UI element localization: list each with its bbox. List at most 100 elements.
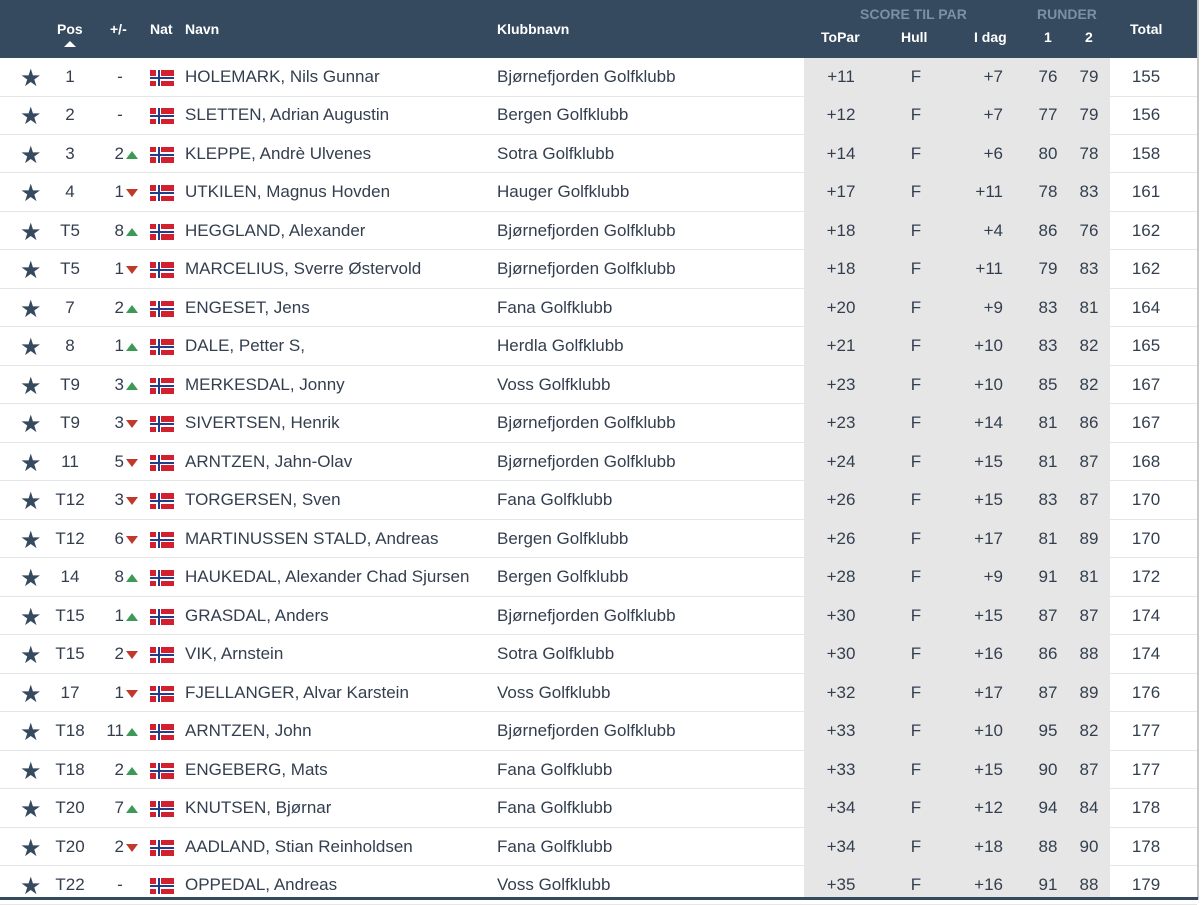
club-name: Sotra Golfklubb bbox=[497, 644, 615, 664]
position-change: 1 bbox=[114, 182, 124, 202]
favorite-star-icon[interactable]: ★ bbox=[20, 680, 42, 708]
position: T5 bbox=[60, 220, 80, 240]
table-row[interactable]: ★ T5 8 HEGGLAND, Alexander Bjørnefjorden Gol… bbox=[0, 212, 1197, 251]
table-row[interactable]: ★ T12 3 TORGERSEN, Sven Fana Golfklubb +26 F +1… bbox=[0, 481, 1197, 520]
arrow-down-icon bbox=[126, 458, 138, 467]
player-name[interactable]: KNUTSEN, Bjørnar bbox=[185, 798, 332, 818]
favorite-star-icon[interactable]: ★ bbox=[20, 218, 42, 246]
player-name[interactable]: UTKILEN, Magnus Hovden bbox=[185, 182, 391, 202]
player-name[interactable]: ENGESET, Jens bbox=[185, 297, 310, 317]
player-name[interactable]: ARNTZEN, Jahn-Olav bbox=[185, 451, 353, 471]
player-name[interactable]: SLETTEN, Adrian Augustin bbox=[185, 105, 390, 125]
table-row[interactable]: ★ 3 2 KLEPPE, Andrè Ulvenes Sotra Golfklubb +… bbox=[0, 135, 1197, 174]
favorite-star-icon[interactable]: ★ bbox=[20, 565, 42, 593]
position-change: 2 bbox=[114, 836, 124, 856]
favorite-star-icon[interactable]: ★ bbox=[20, 449, 42, 477]
norway-flag-icon bbox=[150, 493, 174, 510]
player-name[interactable]: KLEPPE, Andrè Ulvenes bbox=[185, 143, 372, 163]
total: 158 bbox=[1131, 143, 1161, 163]
position-change: 2 bbox=[114, 297, 124, 317]
favorite-star-icon[interactable]: ★ bbox=[20, 295, 42, 323]
table-row[interactable]: ★ T15 1 GRASDAL, Anders Bjørnefjorden Golfkl… bbox=[0, 597, 1197, 636]
favorite-star-icon[interactable]: ★ bbox=[20, 411, 42, 439]
table-row[interactable]: ★ T5 1 MARCELIUS, Sverre Østervold Bjørnefjo… bbox=[0, 250, 1197, 289]
today-score: +9 bbox=[983, 567, 1003, 587]
position: T9 bbox=[60, 413, 80, 433]
player-name[interactable]: VIK, Arnstein bbox=[185, 644, 284, 664]
player-name[interactable]: GRASDAL, Anders bbox=[185, 605, 329, 625]
player-name[interactable]: FJELLANGER, Alvar Karstein bbox=[185, 682, 409, 702]
header-diff[interactable]: +/- bbox=[110, 21, 127, 37]
round-2: 90 bbox=[1079, 836, 1099, 856]
position: T12 bbox=[55, 490, 85, 510]
header-round-2[interactable]: 2 bbox=[1085, 29, 1093, 45]
favorite-star-icon[interactable]: ★ bbox=[20, 719, 42, 747]
header-nat[interactable]: Nat bbox=[150, 21, 173, 37]
header-round-1[interactable]: 1 bbox=[1044, 29, 1052, 45]
table-row[interactable]: ★ T18 11 ARNTZEN, John Bjørnefjorden Golfklu… bbox=[0, 712, 1197, 751]
favorite-star-icon[interactable]: ★ bbox=[20, 603, 42, 631]
position: T22 bbox=[55, 875, 85, 895]
norway-flag-icon bbox=[150, 300, 174, 317]
table-row[interactable]: ★ T12 6 MARTINUSSEN STALD, Andreas Bergen Go… bbox=[0, 520, 1197, 559]
player-name[interactable]: MERKESDAL, Jonny bbox=[185, 374, 345, 394]
arrow-down-icon bbox=[126, 189, 138, 198]
favorite-star-icon[interactable]: ★ bbox=[20, 65, 42, 92]
player-name[interactable]: DALE, Petter S, bbox=[185, 336, 305, 356]
header-topar[interactable]: ToPar bbox=[821, 29, 860, 45]
header-name[interactable]: Navn bbox=[185, 21, 220, 37]
favorite-star-icon[interactable]: ★ bbox=[20, 526, 42, 554]
table-row[interactable]: ★ T20 7 KNUTSEN, Bjørnar Fana Golfklubb +34 F +… bbox=[0, 789, 1197, 828]
player-name[interactable]: TORGERSEN, Sven bbox=[185, 490, 341, 510]
norway-flag-icon bbox=[150, 724, 174, 741]
header-pos[interactable]: Pos bbox=[57, 21, 83, 37]
favorite-star-icon[interactable]: ★ bbox=[20, 488, 42, 516]
arrow-down-icon bbox=[126, 420, 138, 429]
norway-flag-icon bbox=[150, 70, 174, 86]
favorite-star-icon[interactable]: ★ bbox=[20, 642, 42, 670]
player-name[interactable]: AADLAND, Stian Reinholdsen bbox=[185, 836, 413, 856]
header-club[interactable]: Klubbnavn bbox=[497, 21, 570, 37]
table-row[interactable]: ★ 4 1 UTKILEN, Magnus Hovden Hauger Golfklub… bbox=[0, 173, 1197, 212]
favorite-star-icon[interactable]: ★ bbox=[20, 372, 42, 400]
table-row[interactable]: ★ 17 1 FJELLANGER, Alvar Karstein Voss Golfk… bbox=[0, 674, 1197, 713]
arrow-up-icon bbox=[126, 343, 138, 352]
favorite-star-icon[interactable]: ★ bbox=[20, 334, 42, 362]
table-row[interactable]: ★ T20 2 AADLAND, Stian Reinholdsen Fana Golf… bbox=[0, 828, 1197, 867]
total: 178 bbox=[1131, 798, 1161, 818]
player-name[interactable]: MARCELIUS, Sverre Østervold bbox=[185, 259, 422, 279]
player-name[interactable]: ARNTZEN, John bbox=[185, 721, 312, 741]
player-name[interactable]: SIVERTSEN, Henrik bbox=[185, 413, 340, 433]
total: 170 bbox=[1131, 528, 1161, 548]
favorite-star-icon[interactable]: ★ bbox=[20, 873, 42, 901]
table-row[interactable]: ★ 14 8 HAUKEDAL, Alexander Chad Sjursen Berg… bbox=[0, 558, 1197, 597]
player-name[interactable]: OPPEDAL, Andreas bbox=[185, 875, 338, 895]
round-1: 77 bbox=[1038, 105, 1058, 125]
favorite-star-icon[interactable]: ★ bbox=[20, 796, 42, 824]
favorite-star-icon[interactable]: ★ bbox=[20, 757, 42, 785]
table-row[interactable]: ★ 8 1 DALE, Petter S, Herdla Golfklubb +21 F +1… bbox=[0, 327, 1197, 366]
player-name[interactable]: HAUKEDAL, Alexander Chad Sjursen bbox=[185, 567, 470, 587]
player-name[interactable]: HEGGLAND, Alexander bbox=[185, 220, 366, 240]
position: T12 bbox=[55, 528, 85, 548]
favorite-star-icon[interactable]: ★ bbox=[20, 834, 42, 862]
favorite-star-icon[interactable]: ★ bbox=[20, 257, 42, 285]
table-row[interactable]: ★ 1 - HOLEMARK, Nils Gunnar Bjørnefjorden Go… bbox=[0, 58, 1197, 97]
table-row[interactable]: ★ 7 2 ENGESET, Jens Fana Golfklubb +20 F +9 83 81… bbox=[0, 289, 1197, 328]
round-1: 87 bbox=[1038, 605, 1058, 625]
favorite-star-icon[interactable]: ★ bbox=[20, 103, 42, 131]
table-row[interactable]: ★ T9 3 MERKESDAL, Jonny Voss Golfklubb +23 F +1… bbox=[0, 366, 1197, 405]
header-idag[interactable]: I dag bbox=[974, 29, 1007, 45]
table-row[interactable]: ★ 11 5 ARNTZEN, Jahn-Olav Bjørnefjorden Golf… bbox=[0, 443, 1197, 482]
table-row[interactable]: ★ T9 3 SIVERTSEN, Henrik Bjørnefjorden Golfk… bbox=[0, 404, 1197, 443]
header-hull[interactable]: Hull bbox=[901, 29, 928, 45]
header-total[interactable]: Total bbox=[1130, 21, 1163, 37]
player-name[interactable]: ENGEBERG, Mats bbox=[185, 759, 328, 779]
favorite-star-icon[interactable]: ★ bbox=[20, 180, 42, 208]
table-row[interactable]: ★ T15 2 VIK, Arnstein Sotra Golfklubb +30 F +16… bbox=[0, 635, 1197, 674]
table-row[interactable]: ★ 2 - SLETTEN, Adrian Augustin Bergen Golfkl… bbox=[0, 96, 1197, 135]
player-name[interactable]: MARTINUSSEN STALD, Andreas bbox=[185, 528, 439, 548]
table-row[interactable]: ★ T18 2 ENGEBERG, Mats Fana Golfklubb +33 F +15… bbox=[0, 751, 1197, 790]
favorite-star-icon[interactable]: ★ bbox=[20, 141, 42, 169]
player-name[interactable]: HOLEMARK, Nils Gunnar bbox=[185, 67, 380, 86]
